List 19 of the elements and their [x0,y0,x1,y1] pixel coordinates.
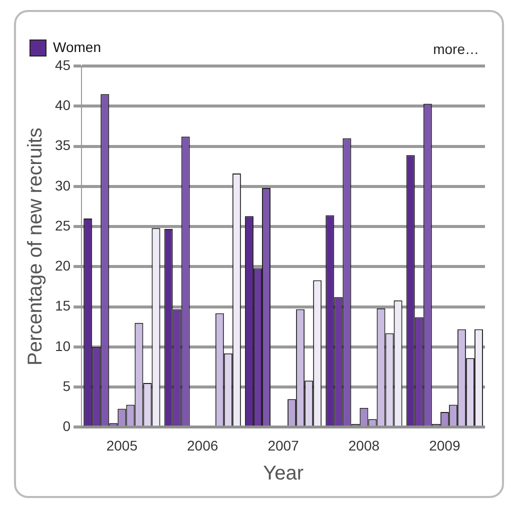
x-tick-label: 2009 [429,437,460,454]
x-tick-label: 2006 [187,437,218,454]
y-tick-label: 15 [54,298,71,314]
y-tick-label: 40 [54,96,71,113]
y-tick-label: 20 [54,258,71,274]
y-tick-label: 0 [62,418,71,434]
x-axis-title: Year [263,462,304,485]
text: more… [433,41,479,57]
x-tick-label: 2008 [348,437,380,454]
x-tick-label: 2007 [268,437,300,454]
y-tick-label: 5 [62,378,71,394]
y-tick-label: 30 [54,177,71,194]
y-tick-label: 25 [54,217,71,234]
y-tick-label: 10 [54,338,71,354]
y-tick-label: 35 [54,137,71,154]
x-tick-label: 2005 [106,437,138,454]
y-axis-title: Percentage of new recruits [24,128,47,366]
legend-label: Women [53,38,101,55]
y-tick-label: 45 [54,56,71,73]
